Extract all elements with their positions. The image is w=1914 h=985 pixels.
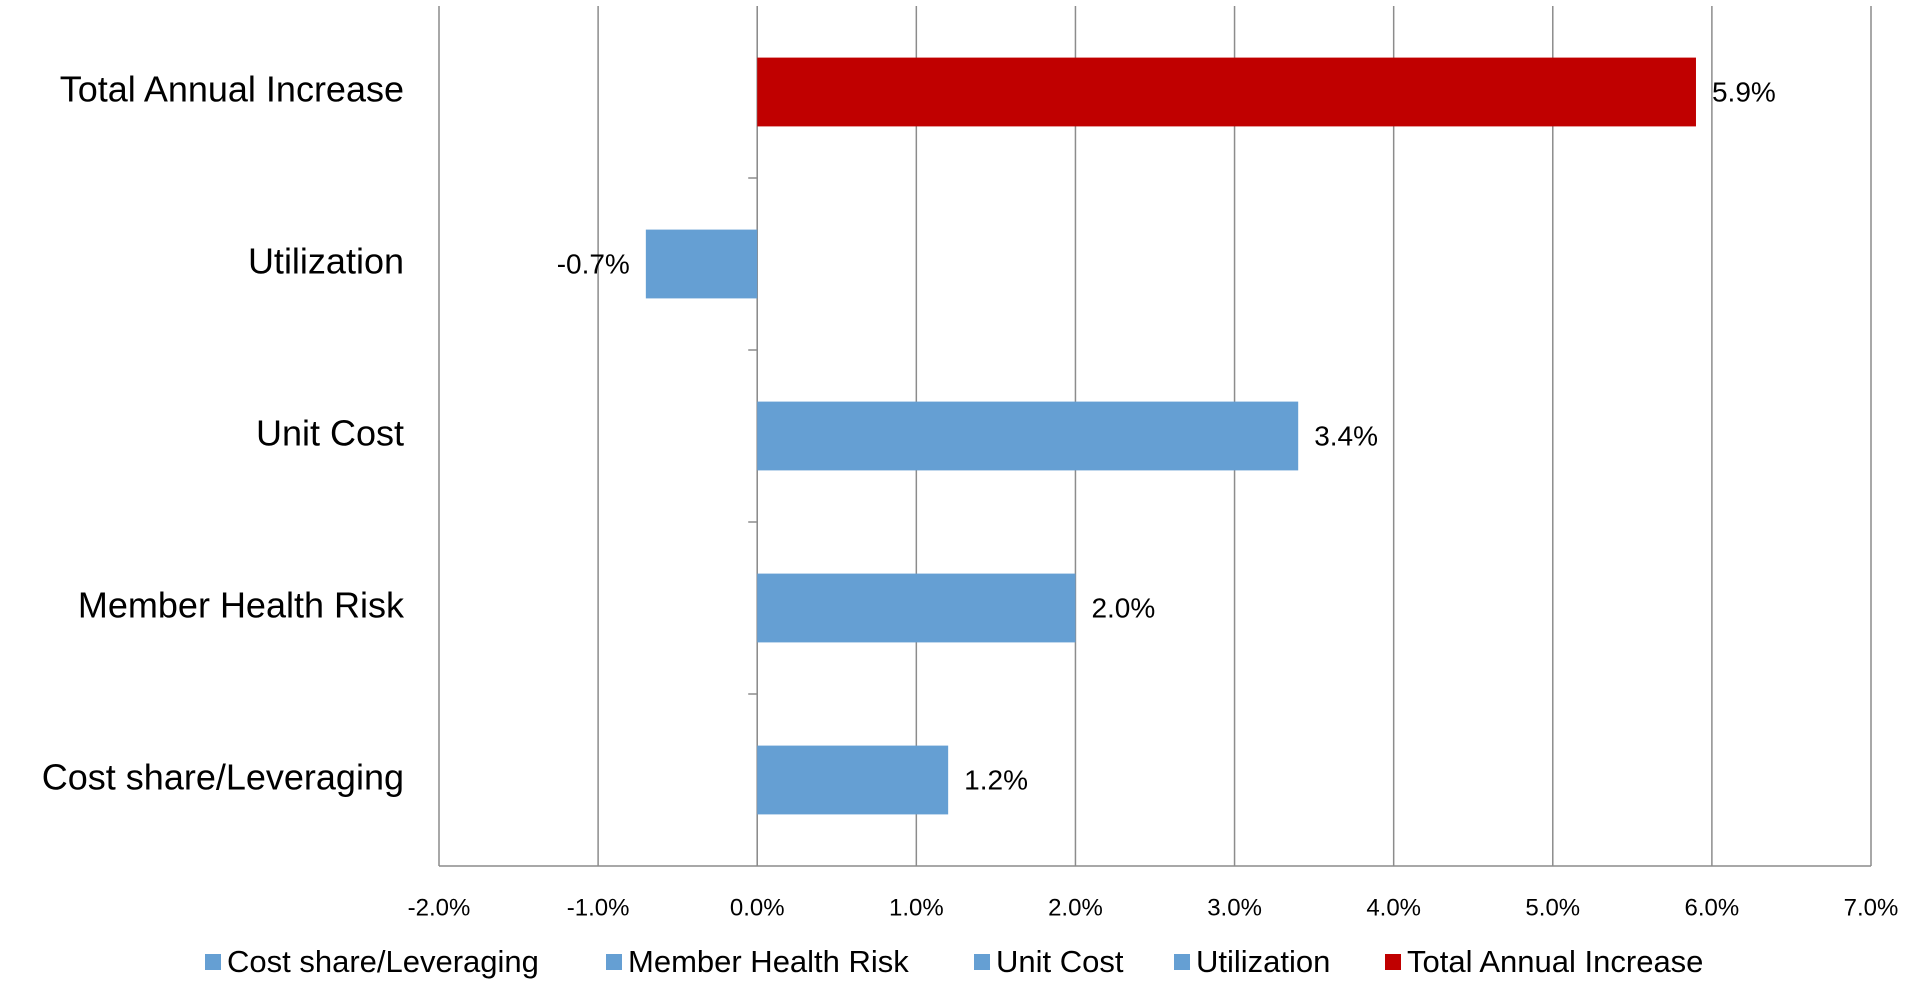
bar bbox=[757, 573, 1076, 643]
x-tick-label: -2.0% bbox=[408, 894, 471, 921]
legend-swatch bbox=[205, 954, 221, 970]
legend-swatch bbox=[974, 954, 990, 970]
x-tick-label: 6.0% bbox=[1685, 894, 1740, 921]
x-tick-label: 5.0% bbox=[1525, 894, 1580, 921]
bar bbox=[757, 57, 1696, 127]
legend-label: Total Annual Increase bbox=[1407, 944, 1703, 979]
legend-label: Utilization bbox=[1196, 944, 1330, 979]
data-label: -0.7% bbox=[557, 248, 630, 279]
x-tick-label: 0.0% bbox=[730, 894, 785, 921]
x-tick-label: 3.0% bbox=[1207, 894, 1262, 921]
bar bbox=[757, 401, 1299, 471]
x-tick-label: 4.0% bbox=[1366, 894, 1421, 921]
legend-label: Member Health Risk bbox=[628, 944, 909, 979]
y-tick-label: Unit Cost bbox=[256, 413, 404, 454]
legend-label: Cost share/Leveraging bbox=[227, 944, 539, 979]
x-tick-label: 1.0% bbox=[889, 894, 944, 921]
legend-label: Unit Cost bbox=[996, 944, 1124, 979]
y-tick-label: Cost share/Leveraging bbox=[42, 757, 404, 798]
y-tick-label: Total Annual Increase bbox=[60, 69, 404, 110]
data-label: 5.9% bbox=[1712, 76, 1776, 107]
data-label: 1.2% bbox=[964, 764, 1028, 795]
data-label: 2.0% bbox=[1091, 592, 1155, 623]
legend-swatch bbox=[606, 954, 622, 970]
x-tick-label: 2.0% bbox=[1048, 894, 1103, 921]
data-label: 3.4% bbox=[1314, 420, 1378, 451]
y-tick-label: Utilization bbox=[248, 241, 404, 282]
x-tick-label: 7.0% bbox=[1844, 894, 1899, 921]
legend-swatch bbox=[1385, 954, 1401, 970]
y-tick-label: Member Health Risk bbox=[78, 585, 405, 626]
legend-swatch bbox=[1174, 954, 1190, 970]
bar bbox=[757, 745, 949, 815]
bar bbox=[645, 229, 758, 299]
x-tick-label: -1.0% bbox=[567, 894, 630, 921]
